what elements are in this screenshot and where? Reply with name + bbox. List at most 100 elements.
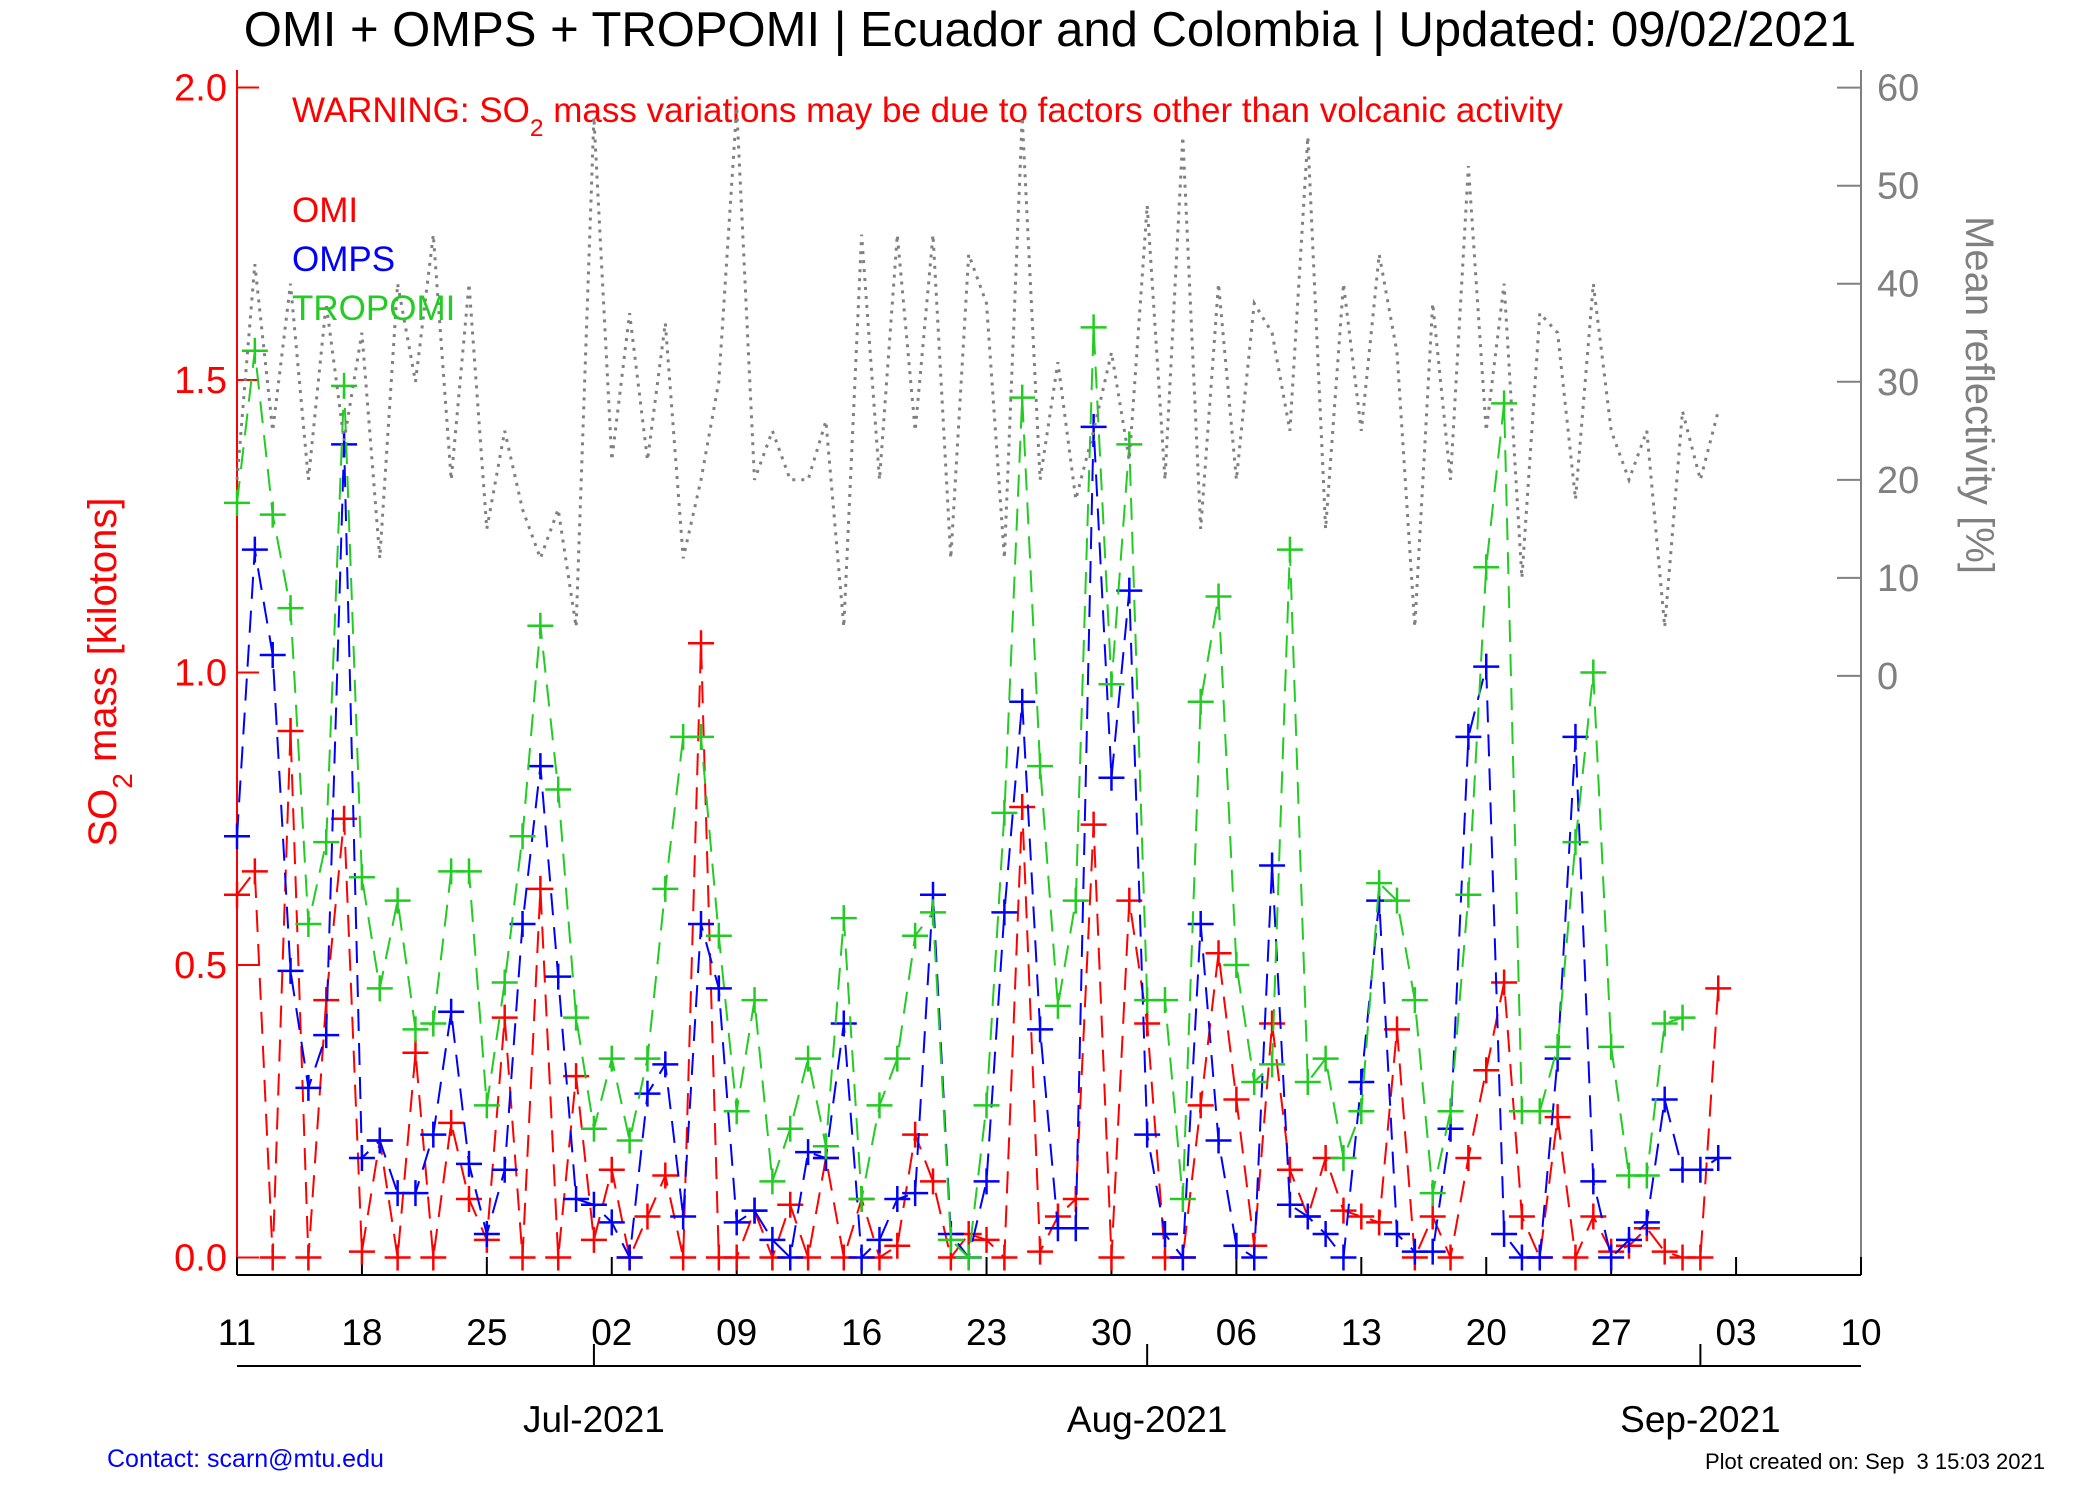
marker [1687,1156,1714,1183]
marker [741,1197,768,1224]
y-tick-label: 2.0 [174,68,227,110]
marker [670,1244,697,1271]
marker [259,1244,286,1271]
marker [313,829,340,856]
marker [527,875,554,902]
marker [1187,688,1214,715]
marker [1330,1197,1357,1224]
x-tick-label: 10 [1840,1312,1881,1353]
marker [1384,1221,1410,1248]
marker [1205,940,1232,967]
marker [580,1226,607,1253]
marker [1187,1092,1214,1119]
marker [491,1156,518,1183]
marker [1348,1068,1375,1095]
marker [688,723,714,750]
marker [1134,1010,1161,1037]
marker [884,1045,911,1072]
marker [1080,811,1107,838]
marker [991,899,1018,926]
marker [420,1010,447,1037]
annotation-part: 2 [530,115,544,142]
marker [1098,1244,1125,1271]
marker [634,1045,661,1072]
marker [1580,659,1607,686]
y2-tick-label: 20 [1877,460,1919,502]
x-tick-label: 30 [1091,1312,1132,1353]
marker [313,987,340,1014]
marker [1312,1045,1339,1072]
contact: Contact: scarn@mtu.edu [107,1445,384,1473]
marker [848,1185,875,1212]
y-tick-label: 1.0 [174,653,227,695]
y2-tick-label: 30 [1877,362,1919,404]
marker [1473,554,1500,581]
marker [777,1244,804,1271]
marker [973,1092,1000,1119]
marker [795,1045,822,1072]
marker [1580,1168,1607,1195]
marker [348,1145,375,1172]
marker [224,489,250,516]
marker [1437,1098,1464,1125]
marker [295,1244,322,1271]
marker [1223,1232,1250,1259]
x-tick-label: 13 [1341,1312,1382,1353]
marker [920,1168,946,1195]
marker [1473,1057,1500,1084]
marker [509,823,536,850]
marker [1562,723,1589,750]
marker [1098,671,1125,698]
marker [1330,1145,1357,1172]
marker [1259,1051,1286,1078]
marker [402,1016,429,1043]
marker [902,1121,929,1148]
marker [866,1092,893,1119]
marker [616,1127,643,1154]
marker [1651,1238,1678,1265]
marker [830,905,857,932]
marker [1384,887,1410,914]
marker [366,975,393,1002]
series-line [236,426,1719,1261]
marker [402,1039,429,1066]
marker [1276,1156,1303,1183]
marker [1419,1203,1446,1230]
annotation-part: WARNING: SO [292,91,530,130]
month-label: Aug-2021 [1067,1399,1227,1440]
marker [1401,987,1428,1014]
y-axis-label-part: SO [81,789,125,847]
marker [1169,1185,1196,1212]
marker [580,1191,607,1218]
marker [1491,390,1518,417]
marker [241,536,268,563]
marker [1223,951,1250,978]
marker [884,1232,911,1259]
marker [652,875,679,902]
marker [295,911,322,938]
marker [509,1244,536,1271]
marker [1009,794,1036,821]
marker [563,1004,590,1031]
marker [1616,1226,1642,1253]
marker [723,1244,750,1271]
x-tick-label: 03 [1715,1312,1756,1353]
marker [1384,1016,1410,1043]
marker [973,1168,1000,1195]
marker [1455,723,1482,750]
marker [1437,1244,1464,1271]
marker [705,975,732,1002]
marker [848,1244,875,1271]
marker [1009,688,1036,715]
marker [456,858,482,885]
marker [777,1115,804,1142]
marker [1544,1033,1571,1060]
marker [1152,1221,1178,1248]
marker [723,1209,750,1236]
marker [563,1185,590,1212]
marker [473,1221,500,1248]
marker [473,1092,500,1119]
marker [920,899,946,926]
marker [1598,1033,1625,1060]
